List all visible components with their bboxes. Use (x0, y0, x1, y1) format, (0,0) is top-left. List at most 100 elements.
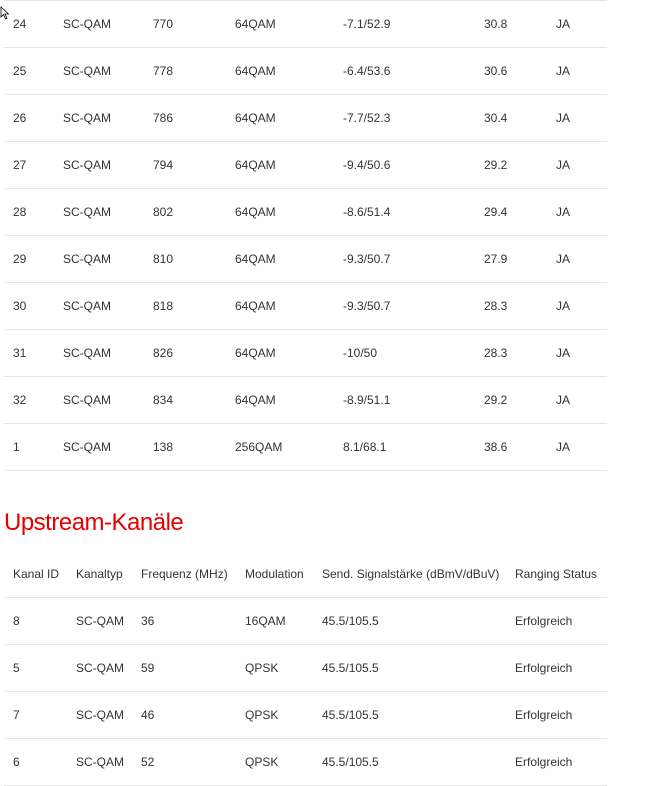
table-row: 5 SC-QAM 59 QPSK 45.5/105.5 Erfolgreich (4, 645, 607, 692)
cell-channel-type: Kanaltyp (76, 567, 123, 581)
cell-locked: JA (556, 64, 571, 78)
cell-power: -9.4/50.6 (343, 158, 391, 172)
cell-channel-type: SC-QAM (63, 17, 111, 31)
cell-ranging-status: Erfolgreich (515, 614, 573, 628)
table-row: 24 SC-QAM 770 64QAM -7.1/52.9 30.8 JA (4, 1, 607, 48)
cell-ranging-status: Erfolgreich (515, 755, 573, 769)
table-row: 32 SC-QAM 834 64QAM -8.9/51.1 29.2 JA (4, 377, 607, 424)
cell-locked: JA (556, 205, 571, 219)
cell-modulation: 64QAM (235, 111, 276, 125)
cell-power: -8.6/51.4 (343, 205, 391, 219)
cell-channel-id: 8 (13, 614, 20, 628)
cell-locked: JA (556, 346, 571, 360)
table-header-row: Kanal ID Kanaltyp Frequenz (MHz) Modulation… (4, 551, 607, 598)
cell-channel-id: 1 (13, 440, 20, 454)
cell-snr: 28.3 (484, 299, 508, 313)
cell-modulation: QPSK (245, 708, 279, 722)
cell-power: -10/50 (343, 346, 378, 360)
cell-snr: 38.6 (484, 440, 508, 454)
cell-power: 45.5/105.5 (322, 755, 379, 769)
cell-channel-type: SC-QAM (63, 111, 111, 125)
cell-frequency: 778 (153, 64, 174, 78)
cell-ranging-status: Erfolgreich (515, 661, 573, 675)
cell-channel-id: 6 (13, 755, 20, 769)
cell-channel-id: 26 (13, 111, 27, 125)
table-row: 31 SC-QAM 826 64QAM -10/50 28.3 JA (4, 330, 607, 377)
cell-modulation: 64QAM (235, 17, 276, 31)
cell-channel-type: SC-QAM (63, 252, 111, 266)
cell-ranging-status: Ranging Status (515, 567, 598, 581)
cell-ranging-status: Erfolgreich (515, 708, 573, 722)
cell-channel-type: SC-QAM (76, 661, 124, 675)
cell-modulation: 64QAM (235, 64, 276, 78)
cell-modulation: 256QAM (235, 440, 283, 454)
cell-locked: JA (556, 158, 571, 172)
cell-channel-id: 25 (13, 64, 27, 78)
cell-power: Send. Signalstärke (dBmV/dBuV) (322, 567, 500, 581)
table-row: 8 SC-QAM 36 16QAM 45.5/105.5 Erfolgreich (4, 598, 607, 645)
downstream-table: 24 SC-QAM 770 64QAM -7.1/52.9 30.8 JA 25 SC-QAM 7… (4, 0, 607, 471)
cell-channel-type: SC-QAM (63, 299, 111, 313)
cell-channel-id: 5 (13, 661, 20, 675)
cell-channel-type: SC-QAM (63, 205, 111, 219)
cell-modulation: 64QAM (235, 205, 276, 219)
cell-channel-id: 31 (13, 346, 27, 360)
table-row: 28 SC-QAM 802 64QAM -8.6/51.4 29.4 JA (4, 189, 607, 236)
cell-channel-type: SC-QAM (76, 708, 124, 722)
cell-power: -6.4/53.6 (343, 64, 391, 78)
cell-modulation: 16QAM (245, 614, 286, 628)
cell-channel-id: 30 (13, 299, 27, 313)
cell-frequency: 826 (153, 346, 174, 360)
cell-channel-id: 27 (13, 158, 27, 172)
table-row: 30 SC-QAM 818 64QAM -9.3/50.7 28.3 JA (4, 283, 607, 330)
cell-locked: JA (556, 393, 571, 407)
cell-channel-id: 7 (13, 708, 20, 722)
cell-power: 45.5/105.5 (322, 614, 379, 628)
cell-modulation: Modulation (245, 567, 304, 581)
cell-power: 8.1/68.1 (343, 440, 387, 454)
upstream-table: Kanal ID Kanaltyp Frequenz (MHz) Modulation… (4, 551, 607, 786)
cell-channel-id: Kanal ID (13, 567, 60, 581)
cell-frequency: 59 (141, 661, 155, 675)
cell-frequency: 786 (153, 111, 174, 125)
cell-frequency: 770 (153, 17, 174, 31)
cell-channel-type: SC-QAM (63, 64, 111, 78)
cell-frequency: 794 (153, 158, 174, 172)
cell-frequency: 834 (153, 393, 174, 407)
cell-channel-id: 29 (13, 252, 27, 266)
table-row: 26 SC-QAM 786 64QAM -7.7/52.3 30.4 JA (4, 95, 607, 142)
cell-power: -9.3/50.7 (343, 299, 391, 313)
cell-snr: 29.2 (484, 393, 508, 407)
cell-frequency: 36 (141, 614, 155, 628)
cell-frequency: 802 (153, 205, 174, 219)
cell-modulation: 64QAM (235, 299, 276, 313)
cell-power: 45.5/105.5 (322, 708, 379, 722)
cell-channel-id: 32 (13, 393, 27, 407)
cell-locked: JA (556, 299, 571, 313)
cell-channel-type: SC-QAM (63, 440, 111, 454)
cell-frequency: Frequenz (MHz) (141, 567, 228, 581)
cell-modulation: 64QAM (235, 252, 276, 266)
cell-channel-type: SC-QAM (63, 158, 111, 172)
cell-snr: 28.3 (484, 346, 508, 360)
cell-locked: JA (556, 252, 571, 266)
mouse-cursor-icon (0, 6, 10, 20)
table-row: 6 SC-QAM 52 QPSK 45.5/105.5 Erfolgreich (4, 739, 607, 786)
cell-snr: 29.4 (484, 205, 508, 219)
upstream-heading: Upstream-Kanäle (4, 509, 184, 536)
cell-locked: JA (556, 111, 571, 125)
table-row: 7 SC-QAM 46 QPSK 45.5/105.5 Erfolgreich (4, 692, 607, 739)
table-row: 1 SC-QAM 138 256QAM 8.1/68.1 38.6 JA (4, 424, 607, 471)
table-row: 29 SC-QAM 810 64QAM -9.3/50.7 27.9 JA (4, 236, 607, 283)
cell-channel-id: 28 (13, 205, 27, 219)
cell-frequency: 810 (153, 252, 174, 266)
cell-modulation: QPSK (245, 661, 279, 675)
cell-power: -7.7/52.3 (343, 111, 391, 125)
cell-locked: JA (556, 440, 571, 454)
cell-power: -8.9/51.1 (343, 393, 391, 407)
cell-modulation: 64QAM (235, 393, 276, 407)
cell-power: 45.5/105.5 (322, 661, 379, 675)
cell-locked: JA (556, 17, 571, 31)
cell-channel-type: SC-QAM (63, 346, 111, 360)
cell-frequency: 138 (153, 440, 174, 454)
